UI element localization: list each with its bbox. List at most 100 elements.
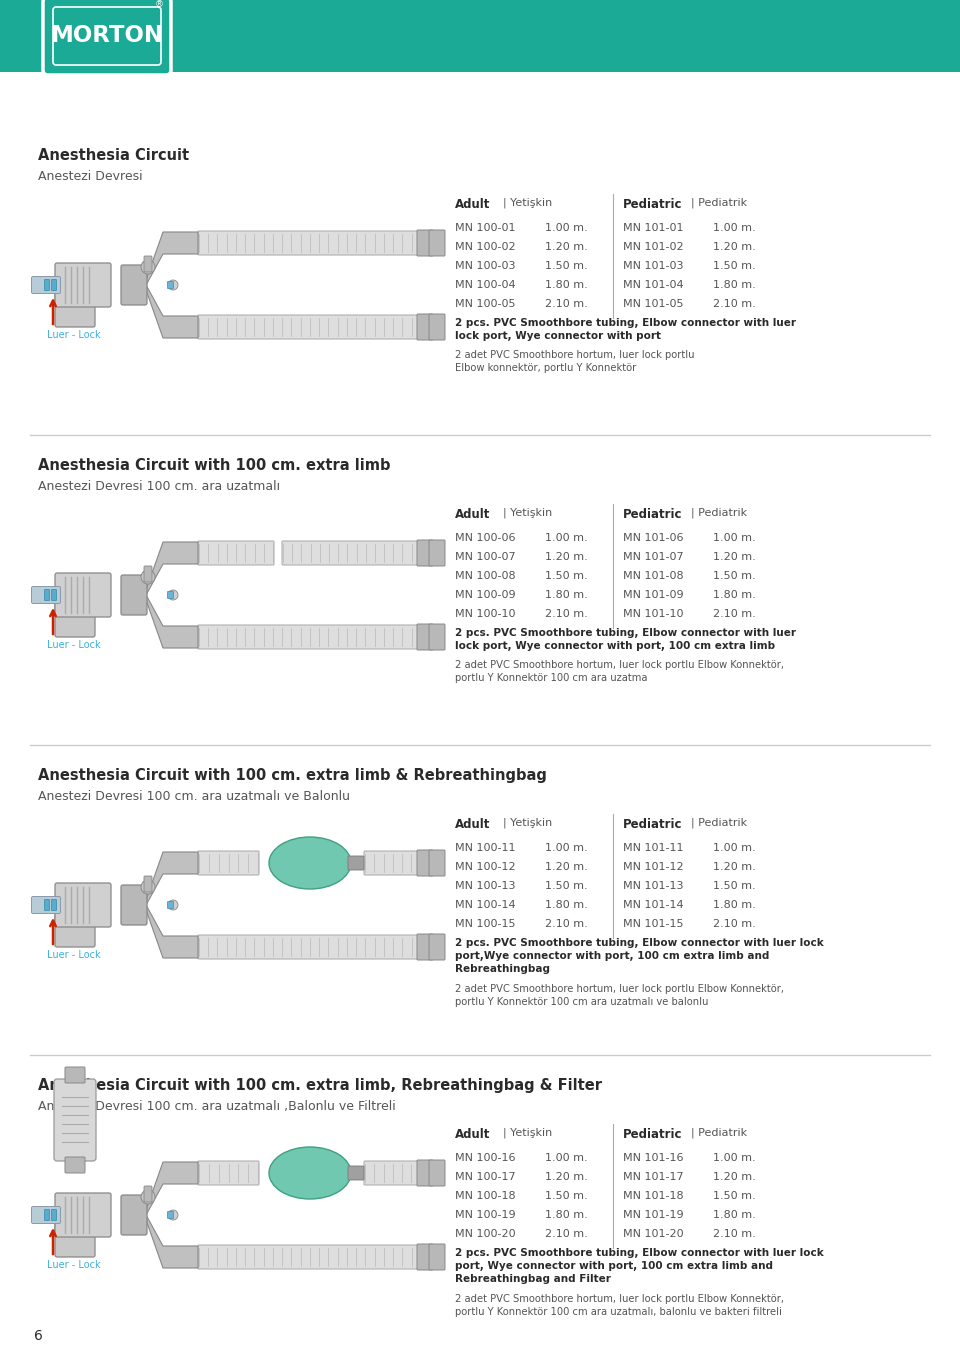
FancyBboxPatch shape — [417, 934, 433, 960]
FancyBboxPatch shape — [54, 1080, 96, 1161]
Text: 1.80 m.: 1.80 m. — [545, 900, 588, 910]
Text: | Pediatrik: | Pediatrik — [691, 508, 747, 519]
Text: Pediatric: Pediatric — [623, 818, 683, 831]
Text: MN 100-12: MN 100-12 — [455, 862, 516, 872]
FancyBboxPatch shape — [429, 540, 445, 566]
FancyBboxPatch shape — [417, 1160, 433, 1186]
Text: 1.20 m.: 1.20 m. — [713, 242, 756, 253]
Text: 1.00 m.: 1.00 m. — [545, 843, 588, 853]
Text: MN 101-14: MN 101-14 — [623, 900, 684, 910]
Text: 1.20 m.: 1.20 m. — [545, 242, 588, 253]
FancyBboxPatch shape — [198, 851, 259, 875]
Text: 2 adet PVC Smoothbore hortum, luer lock portlu Elbow Konnektör,
portlu Y Konnekt: 2 adet PVC Smoothbore hortum, luer lock … — [455, 1294, 784, 1317]
Polygon shape — [145, 851, 198, 907]
FancyBboxPatch shape — [53, 7, 161, 65]
Text: 2 adet PVC Smoothbore hortum, luer lock portlu Elbow Konnektör,
portlu Y Konnekt: 2 adet PVC Smoothbore hortum, luer lock … — [455, 660, 784, 683]
FancyBboxPatch shape — [167, 592, 174, 599]
FancyBboxPatch shape — [198, 625, 431, 649]
FancyBboxPatch shape — [55, 263, 111, 307]
FancyBboxPatch shape — [417, 850, 433, 876]
Circle shape — [141, 1190, 155, 1205]
FancyBboxPatch shape — [0, 0, 960, 72]
Text: 1.50 m.: 1.50 m. — [713, 1191, 756, 1200]
FancyBboxPatch shape — [429, 230, 445, 257]
Text: | Yetişkin: | Yetişkin — [503, 1128, 552, 1138]
FancyBboxPatch shape — [144, 566, 152, 583]
Text: 2 pcs. PVC Smoothbore tubing, Elbow connector with luer
lock port, Wye connector: 2 pcs. PVC Smoothbore tubing, Elbow conn… — [455, 627, 796, 652]
FancyBboxPatch shape — [43, 0, 171, 75]
Text: 1.20 m.: 1.20 m. — [545, 551, 588, 562]
FancyBboxPatch shape — [167, 1211, 174, 1218]
Text: 2.10 m.: 2.10 m. — [713, 299, 756, 310]
Text: 2 pcs. PVC Smoothbore tubing, Elbow connector with luer
lock port, Wye connector: 2 pcs. PVC Smoothbore tubing, Elbow conn… — [455, 318, 796, 341]
Text: MN 101-01: MN 101-01 — [623, 223, 684, 234]
Text: Anestezi Devresi 100 cm. ara uzatmalı: Anestezi Devresi 100 cm. ara uzatmalı — [38, 479, 280, 493]
Polygon shape — [145, 1213, 198, 1268]
FancyBboxPatch shape — [55, 1211, 95, 1258]
FancyBboxPatch shape — [55, 1192, 111, 1237]
Text: MN 101-04: MN 101-04 — [623, 280, 684, 291]
Text: MN 101-11: MN 101-11 — [623, 843, 684, 853]
Circle shape — [168, 589, 178, 600]
FancyBboxPatch shape — [44, 280, 50, 291]
Circle shape — [168, 1210, 178, 1219]
Text: 1.20 m.: 1.20 m. — [713, 1172, 756, 1181]
FancyBboxPatch shape — [144, 876, 152, 892]
Text: 2.10 m.: 2.10 m. — [713, 1229, 756, 1238]
Text: MN 101-20: MN 101-20 — [623, 1229, 684, 1238]
Text: 1.20 m.: 1.20 m. — [713, 551, 756, 562]
Text: MN 100-04: MN 100-04 — [455, 280, 516, 291]
Text: MN 100-19: MN 100-19 — [455, 1210, 516, 1219]
FancyBboxPatch shape — [429, 623, 445, 650]
Text: Adult: Adult — [455, 818, 491, 831]
FancyBboxPatch shape — [417, 1244, 433, 1270]
Text: MN 101-09: MN 101-09 — [623, 589, 684, 600]
FancyBboxPatch shape — [282, 540, 431, 565]
Text: 1.50 m.: 1.50 m. — [545, 1191, 588, 1200]
Text: MN 101-06: MN 101-06 — [623, 532, 684, 543]
Ellipse shape — [269, 1148, 351, 1199]
Text: MN 100-10: MN 100-10 — [455, 608, 516, 619]
FancyBboxPatch shape — [55, 573, 111, 617]
FancyBboxPatch shape — [121, 265, 147, 306]
Text: MN 101-13: MN 101-13 — [623, 881, 684, 891]
FancyBboxPatch shape — [44, 1210, 50, 1221]
Text: 6: 6 — [34, 1329, 42, 1343]
Text: | Yetişkin: | Yetişkin — [503, 198, 552, 209]
Text: MN 100-08: MN 100-08 — [455, 570, 516, 581]
Ellipse shape — [269, 837, 351, 889]
Text: Adult: Adult — [455, 198, 491, 210]
Text: 2 pcs. PVC Smoothbore tubing, Elbow connector with luer lock
port,Wye connector : 2 pcs. PVC Smoothbore tubing, Elbow conn… — [455, 938, 824, 975]
FancyBboxPatch shape — [429, 314, 445, 340]
Text: 1.80 m.: 1.80 m. — [713, 589, 756, 600]
FancyBboxPatch shape — [198, 936, 431, 959]
Text: 2.10 m.: 2.10 m. — [545, 919, 588, 929]
Text: MN 100-14: MN 100-14 — [455, 900, 516, 910]
Text: MN 100-02: MN 100-02 — [455, 242, 516, 253]
Text: MN 100-09: MN 100-09 — [455, 589, 516, 600]
Text: 1.80 m.: 1.80 m. — [545, 280, 588, 291]
FancyBboxPatch shape — [417, 540, 433, 566]
Text: Luer - Lock: Luer - Lock — [47, 951, 101, 960]
FancyBboxPatch shape — [429, 1160, 445, 1186]
Text: 1.50 m.: 1.50 m. — [713, 261, 756, 272]
Polygon shape — [145, 282, 198, 338]
FancyBboxPatch shape — [32, 277, 60, 293]
Text: MN 100-15: MN 100-15 — [455, 919, 516, 929]
Text: MN 101-15: MN 101-15 — [623, 919, 684, 929]
Text: 1.50 m.: 1.50 m. — [545, 881, 588, 891]
FancyBboxPatch shape — [65, 1157, 85, 1173]
Text: 1.50 m.: 1.50 m. — [545, 261, 588, 272]
Text: 1.80 m.: 1.80 m. — [713, 900, 756, 910]
FancyBboxPatch shape — [55, 281, 95, 327]
Text: ®: ® — [155, 0, 163, 10]
Polygon shape — [145, 232, 198, 287]
Text: Anesthesia Circuit with 100 cm. extra limb, Rebreathingbag & Filter: Anesthesia Circuit with 100 cm. extra li… — [38, 1078, 602, 1093]
FancyBboxPatch shape — [52, 589, 57, 600]
FancyBboxPatch shape — [198, 540, 274, 565]
FancyBboxPatch shape — [121, 885, 147, 925]
Text: MN 101-05: MN 101-05 — [623, 299, 684, 310]
FancyBboxPatch shape — [348, 856, 364, 870]
FancyBboxPatch shape — [198, 1245, 431, 1268]
FancyBboxPatch shape — [167, 902, 174, 909]
